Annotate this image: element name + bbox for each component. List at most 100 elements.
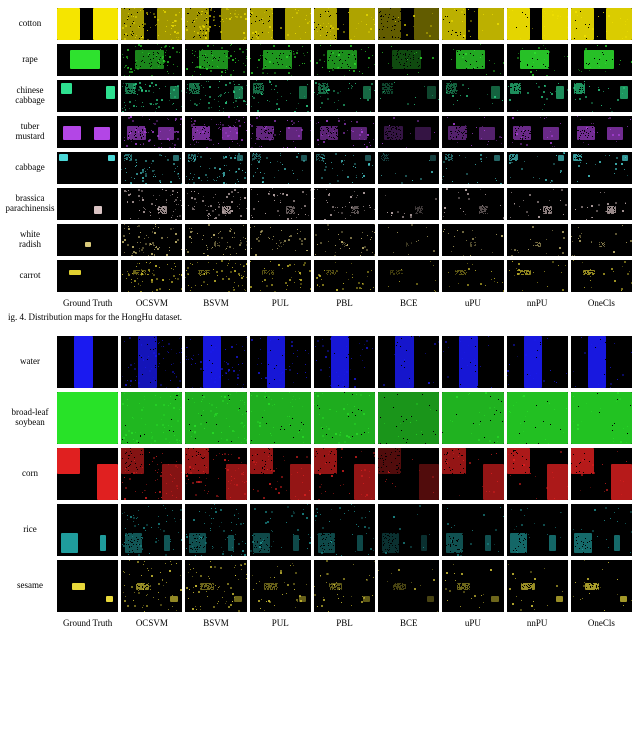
map-cell — [314, 560, 375, 612]
map-cell — [57, 116, 118, 148]
map-cell — [57, 188, 118, 220]
map-cell — [442, 560, 503, 612]
map-cell — [314, 224, 375, 256]
map-cell — [250, 336, 311, 388]
map-cell — [121, 504, 182, 556]
map-cell — [314, 44, 375, 76]
map-cell — [314, 116, 375, 148]
map-cell — [571, 44, 632, 76]
map-cell — [507, 260, 568, 292]
map-cell — [57, 448, 118, 500]
map-cell — [57, 392, 118, 444]
row-label: tuber mustard — [8, 116, 54, 148]
figure-honghu: cottonrapechinese cabbagetuber mustardca… — [8, 8, 632, 322]
map-cell — [57, 152, 118, 184]
map-cell — [121, 224, 182, 256]
column-label: OCSVM — [121, 296, 182, 308]
map-cell — [250, 8, 311, 40]
map-cell — [442, 188, 503, 220]
row-label: water — [8, 336, 54, 388]
column-label: uPU — [442, 616, 503, 628]
map-cell — [121, 336, 182, 388]
column-label: nnPU — [507, 616, 568, 628]
map-cell — [378, 116, 439, 148]
map-cell — [571, 188, 632, 220]
row-label: white radish — [8, 224, 54, 256]
map-cell — [250, 116, 311, 148]
row-label: rice — [8, 504, 54, 556]
map-cell — [442, 392, 503, 444]
column-label: BSVM — [185, 616, 246, 628]
map-cell — [507, 116, 568, 148]
column-label: OneCls — [571, 616, 632, 628]
map-cell — [250, 560, 311, 612]
map-cell — [57, 560, 118, 612]
map-cell — [185, 80, 246, 112]
map-cell — [442, 152, 503, 184]
map-cell — [507, 8, 568, 40]
map-cell — [507, 336, 568, 388]
column-label: Ground Truth — [57, 616, 118, 628]
map-cell — [378, 336, 439, 388]
column-label: PBL — [314, 296, 375, 308]
map-cell — [57, 336, 118, 388]
map-cell — [378, 560, 439, 612]
map-cell — [507, 80, 568, 112]
grid-honghu: cottonrapechinese cabbagetuber mustardca… — [8, 8, 632, 308]
map-cell — [442, 448, 503, 500]
map-cell — [378, 504, 439, 556]
column-label: PUL — [250, 616, 311, 628]
map-cell — [185, 560, 246, 612]
row-label: rape — [8, 44, 54, 76]
row-label: broad-leaf soybean — [8, 392, 54, 444]
map-cell — [571, 152, 632, 184]
column-label: nnPU — [507, 296, 568, 308]
map-cell — [378, 8, 439, 40]
map-cell — [314, 8, 375, 40]
map-cell — [314, 80, 375, 112]
map-cell — [185, 260, 246, 292]
map-cell — [121, 260, 182, 292]
map-cell — [121, 152, 182, 184]
map-cell — [250, 80, 311, 112]
map-cell — [507, 560, 568, 612]
map-cell — [314, 152, 375, 184]
column-label: Ground Truth — [57, 296, 118, 308]
grid-second: waterbroad-leaf soybeancornricesesameGro… — [8, 336, 632, 628]
row-label: chinese cabbage — [8, 80, 54, 112]
map-cell — [57, 260, 118, 292]
map-cell — [571, 392, 632, 444]
map-cell — [314, 504, 375, 556]
map-cell — [442, 224, 503, 256]
map-cell — [378, 260, 439, 292]
figure-caption: ig. 4. Distribution maps for the HongHu … — [8, 312, 632, 322]
map-cell — [57, 44, 118, 76]
map-cell — [378, 224, 439, 256]
map-cell — [185, 152, 246, 184]
map-cell — [185, 448, 246, 500]
map-cell — [57, 504, 118, 556]
map-cell — [378, 44, 439, 76]
map-cell — [442, 44, 503, 76]
map-cell — [571, 560, 632, 612]
column-label: OCSVM — [121, 616, 182, 628]
map-cell — [250, 504, 311, 556]
map-cell — [442, 336, 503, 388]
map-cell — [121, 44, 182, 76]
map-cell — [571, 504, 632, 556]
map-cell — [571, 260, 632, 292]
column-label: uPU — [442, 296, 503, 308]
map-cell — [571, 336, 632, 388]
map-cell — [314, 188, 375, 220]
map-cell — [121, 560, 182, 612]
map-cell — [250, 392, 311, 444]
map-cell — [378, 448, 439, 500]
map-cell — [185, 44, 246, 76]
figure-second: waterbroad-leaf soybeancornricesesameGro… — [8, 336, 632, 628]
column-label: BCE — [378, 296, 439, 308]
map-cell — [571, 80, 632, 112]
map-cell — [185, 188, 246, 220]
map-cell — [314, 448, 375, 500]
map-cell — [57, 80, 118, 112]
map-cell — [185, 504, 246, 556]
